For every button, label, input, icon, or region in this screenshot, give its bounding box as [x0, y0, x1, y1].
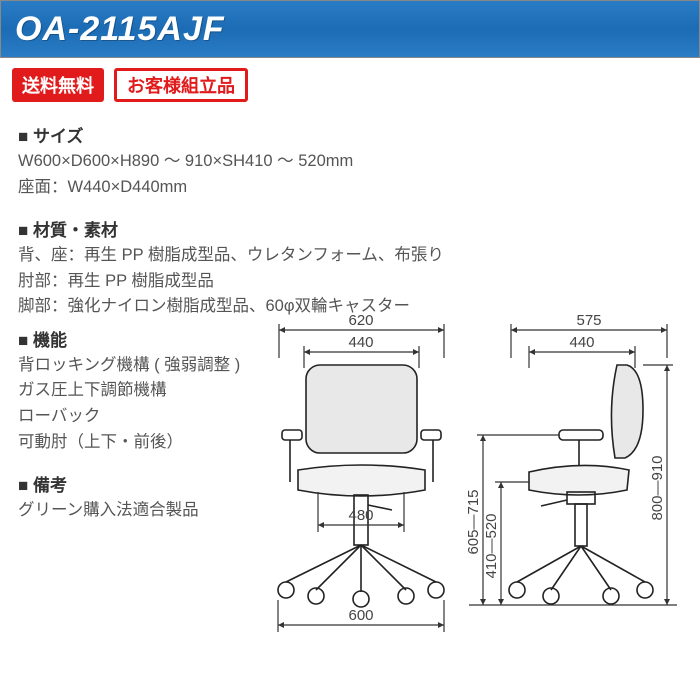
material-head: ■ 材質・素材 [18, 216, 682, 241]
product-title: OA-2115AJF [15, 10, 225, 49]
content-body: ■ サイズ W600×D600×H890 〜 910×SH410 〜 520mm… [0, 108, 700, 640]
func-head: ■ 機能 [18, 326, 260, 351]
dim-front-440: 440 [348, 334, 373, 351]
dim-side-575: 575 [576, 312, 601, 329]
material-line2: 肘部：再生 PP 樹脂成型品 [18, 269, 682, 295]
size-head: ■ サイズ [18, 122, 682, 147]
func-line3: ローバック [18, 404, 260, 430]
chair-front-diagram: 620 440 [264, 310, 459, 640]
left-spec-column: ■ 機能 背ロッキング機構 ( 強弱調整 ) ガス圧上下調節機構 ローバック 可… [18, 320, 260, 640]
header-bar: OA-2115AJF [0, 0, 700, 58]
func-line4: 可動肘（上下・前後） [18, 430, 260, 456]
dim-front-480: 480 [348, 507, 373, 524]
badge-assembly: お客様組立品 [114, 68, 248, 102]
badge-row: 送料無料 お客様組立品 [0, 58, 700, 108]
dim-side-440: 440 [569, 334, 594, 351]
dim-side-seath: 410—520 [483, 513, 500, 578]
size-line1: W600×D600×H890 〜 910×SH410 〜 520mm [18, 149, 682, 175]
dim-front-600: 600 [348, 607, 373, 624]
dim-side-armh: 605—715 [467, 489, 482, 554]
badge-free-shipping: 送料無料 [12, 68, 104, 102]
diagram-column: 620 440 [260, 310, 682, 640]
func-line1: 背ロッキング機構 ( 強弱調整 ) [18, 353, 260, 379]
material-line1: 背、座：再生 PP 樹脂成型品、ウレタンフォーム、布張り [18, 243, 682, 269]
size-line2: 座面：W440×D440mm [18, 175, 682, 201]
note-line1: グリーン購入法適合製品 [18, 498, 260, 524]
note-head: ■ 備考 [18, 471, 260, 496]
dim-side-totalh: 800—910 [649, 455, 666, 520]
func-line2: ガス圧上下調節機構 [18, 378, 260, 404]
dim-front-620: 620 [348, 312, 373, 329]
chair-side-diagram: 575 440 [467, 310, 682, 640]
